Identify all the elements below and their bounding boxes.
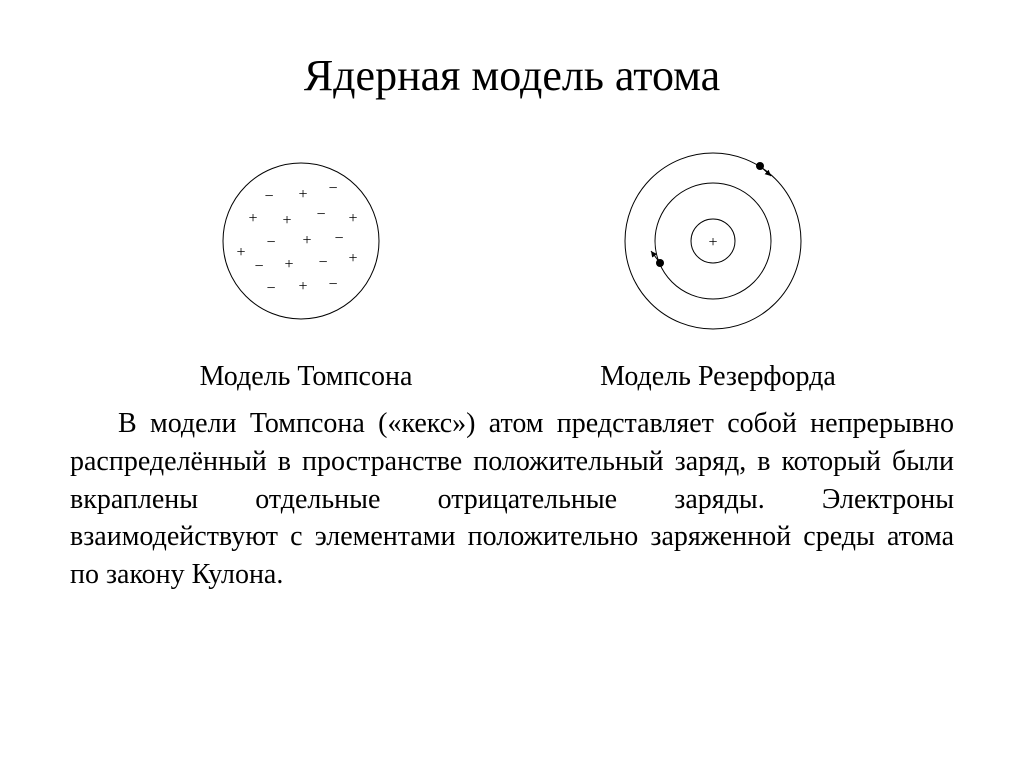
minus-charge-icon: − [328, 180, 337, 197]
plus-charge-icon: + [282, 212, 291, 229]
plus-charge-icon: + [284, 256, 293, 273]
plus-charge-icon: + [248, 210, 257, 227]
rutherford-svg: + [613, 141, 813, 341]
plus-charge-icon: + [348, 210, 357, 227]
electron-velocity-arrow-icon [651, 251, 660, 263]
minus-charge-icon: − [266, 234, 275, 251]
minus-charge-icon: − [264, 188, 273, 205]
rutherford-caption: Модель Резерфорда [518, 361, 918, 393]
thomson-caption: Модель Томпсона [106, 361, 506, 393]
minus-charge-icon: − [254, 258, 263, 275]
minus-charge-icon: − [334, 230, 343, 247]
plus-charge-icon: + [348, 250, 357, 267]
plus-charge-icon: + [298, 278, 307, 295]
electron-velocity-arrow-icon [760, 166, 771, 176]
slide-title: Ядерная модель атома [60, 50, 964, 101]
minus-charge-icon: − [316, 206, 325, 223]
minus-charge-icon: − [318, 254, 327, 271]
slide: Ядерная модель атома −+−++−+−+−+−+−+−+− … [0, 0, 1024, 767]
captions-row: Модель Томпсона Модель Резерфорда [60, 361, 964, 393]
nucleus-plus-icon: + [708, 234, 717, 251]
plus-charge-icon: + [302, 232, 311, 249]
plus-charge-icon: + [298, 186, 307, 203]
minus-charge-icon: − [328, 276, 337, 293]
plus-charge-icon: + [236, 244, 245, 261]
body-paragraph: В модели Томпсона («кекс») атом представ… [60, 405, 964, 594]
thomson-svg: −+−++−+−+−+−+−+−+− [211, 151, 391, 331]
minus-charge-icon: − [266, 280, 275, 297]
diagrams-row: −+−++−+−+−+−+−+−+− + [60, 141, 964, 341]
thomson-diagram: −+−++−+−+−+−+−+−+− [211, 151, 391, 331]
rutherford-diagram: + [613, 141, 813, 341]
